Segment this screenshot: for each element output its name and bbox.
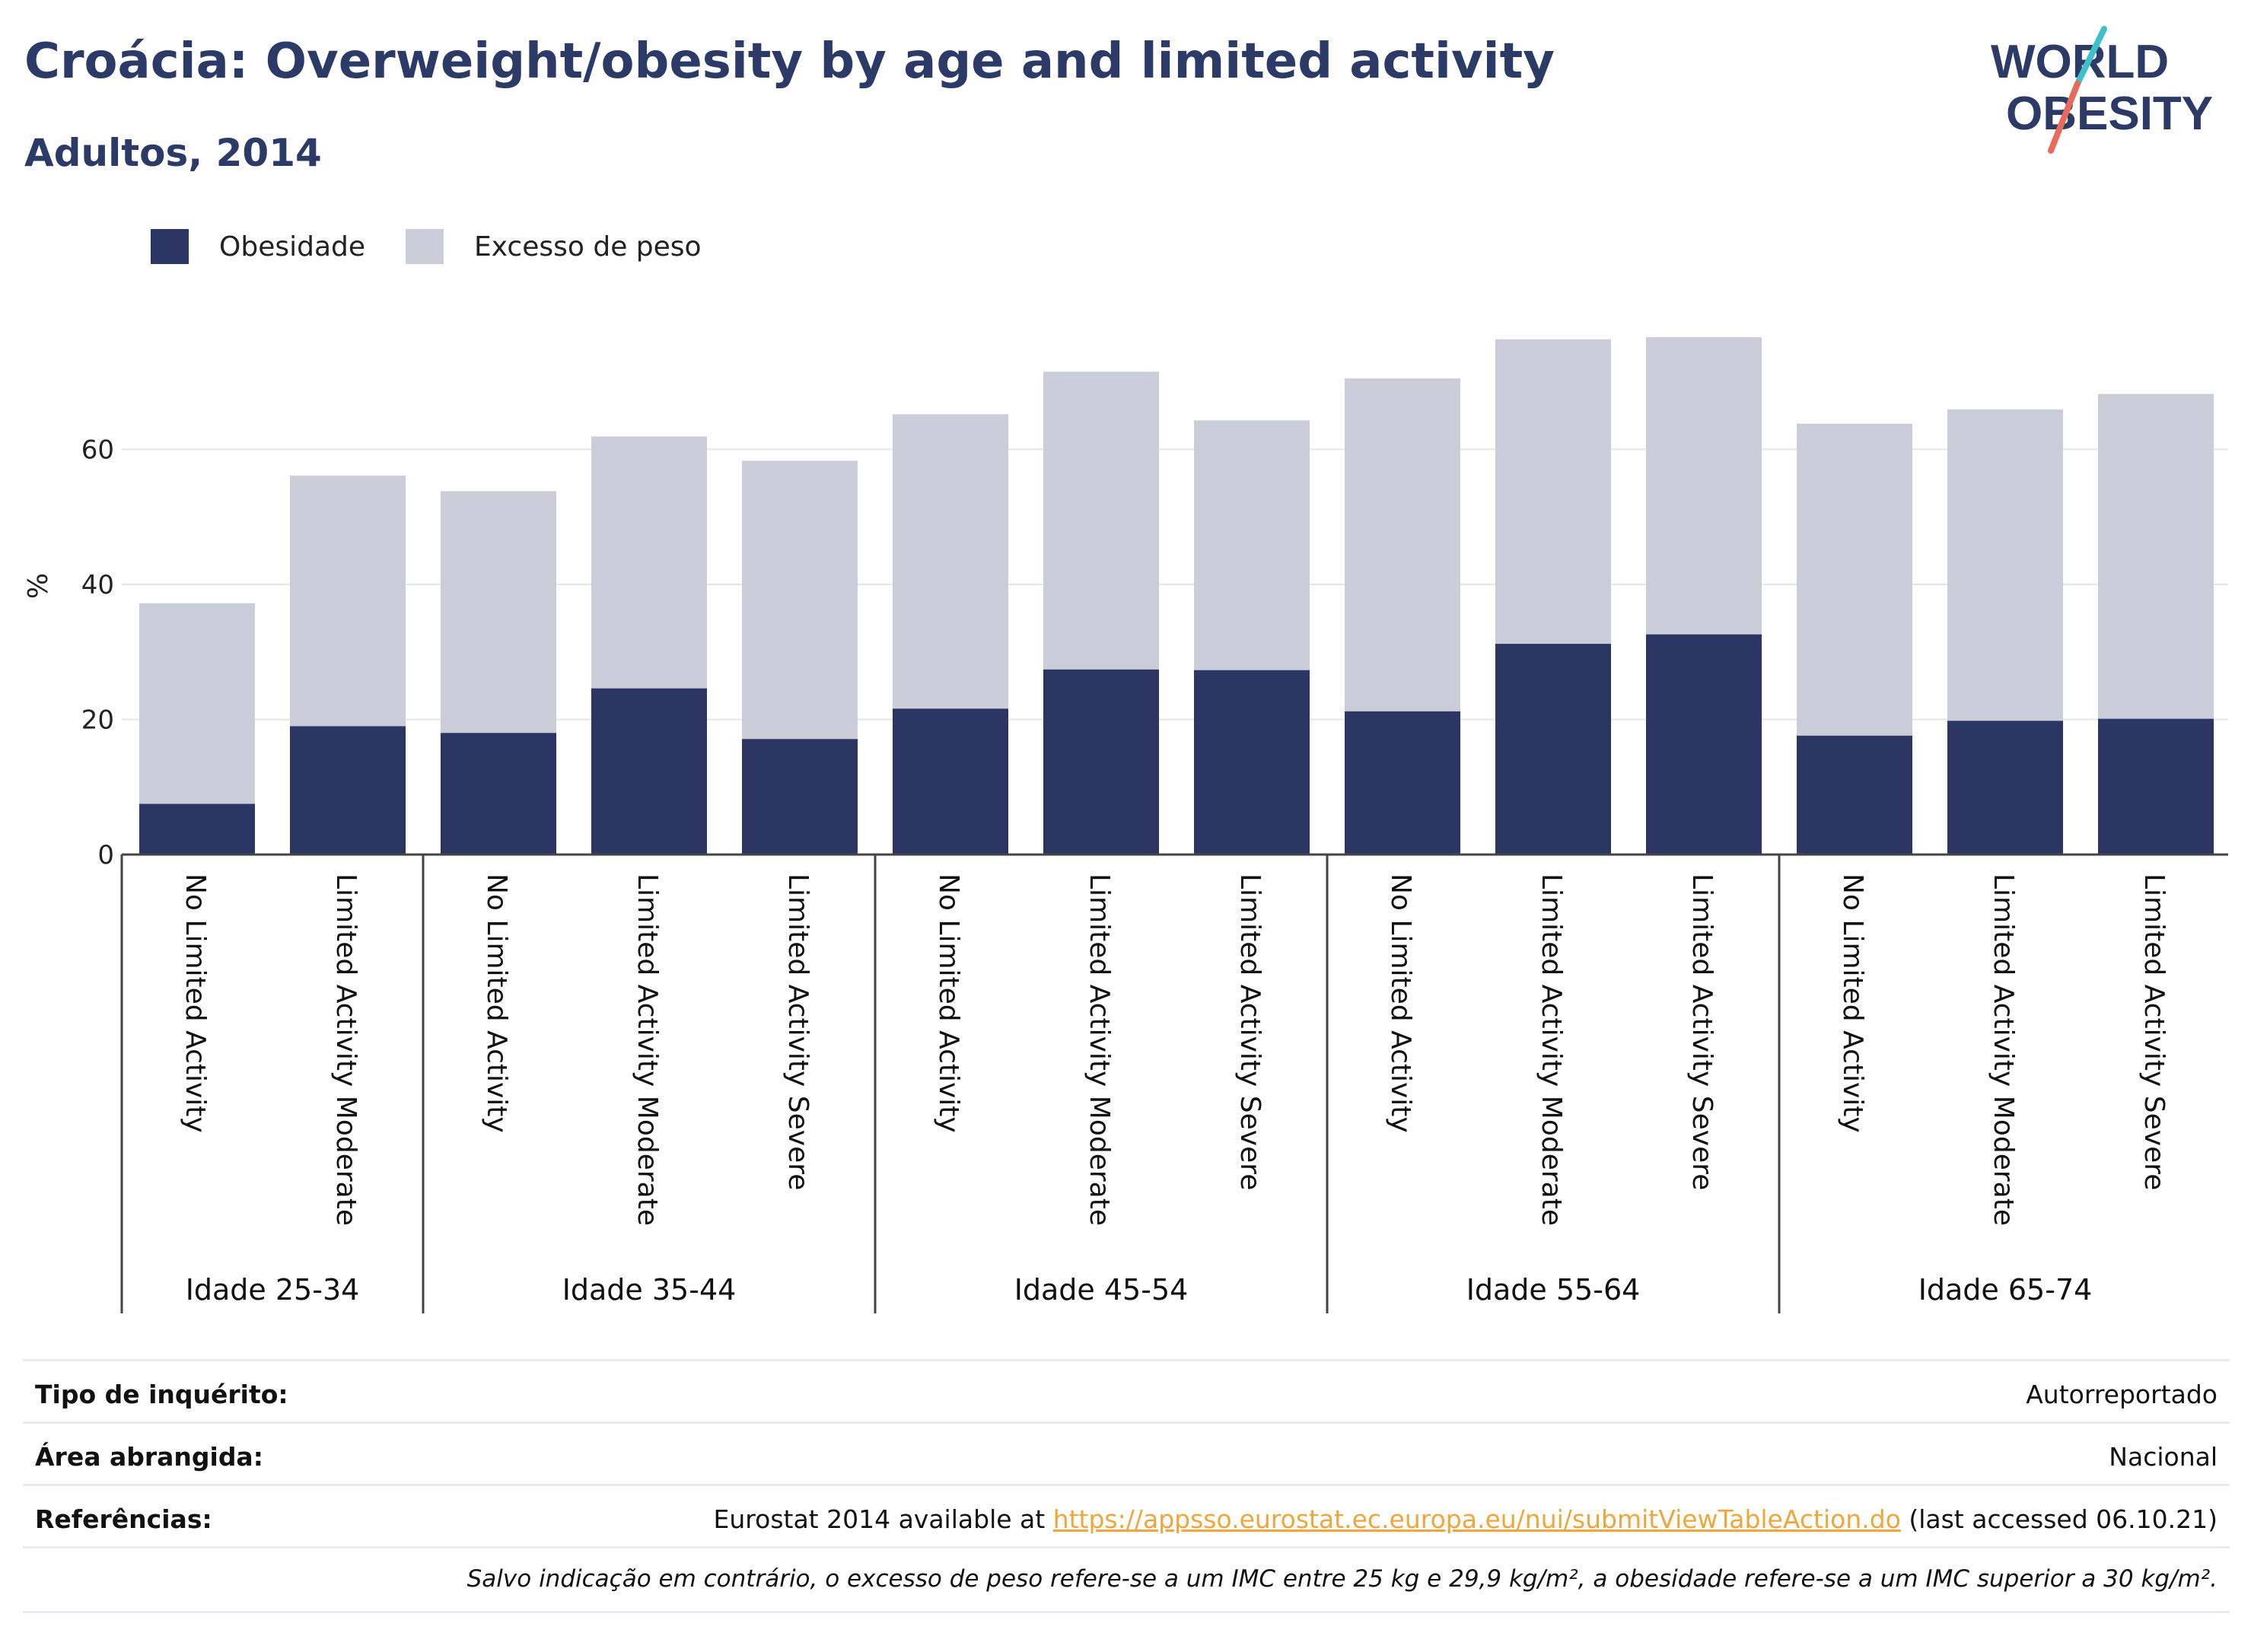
info-row-references: Referências: Eurostat 2014 available at … xyxy=(23,1484,2230,1549)
references-label: Referências: xyxy=(35,1504,212,1534)
bar-obesity xyxy=(441,733,556,855)
x-category-label: Limited Activity Moderate xyxy=(632,874,663,1226)
survey-type-label: Tipo de inquérito: xyxy=(35,1380,288,1409)
info-row-note: Salvo indicação em contrário, o excesso … xyxy=(23,1546,2230,1613)
x-category-label: No Limited Activity xyxy=(1837,874,1868,1133)
x-category-label: No Limited Activity xyxy=(481,874,512,1133)
x-category-label: Limited Activity Moderate xyxy=(1084,874,1115,1226)
page-subtitle: Adultos, 2014 xyxy=(24,131,322,175)
bar-obesity xyxy=(1043,669,1159,855)
legend-label-obesity: Obesidade xyxy=(219,231,366,263)
bar-obesity xyxy=(1345,711,1460,855)
info-row-area: Área abrangida: Nacional xyxy=(23,1421,2230,1486)
page-title: Croácia: Overweight/obesity by age and l… xyxy=(24,33,1555,90)
bar-obesity xyxy=(1194,670,1310,855)
x-category-label: No Limited Activity xyxy=(180,874,211,1133)
y-tick-label: 60 xyxy=(81,435,114,466)
y-tick-label: 20 xyxy=(81,705,114,736)
x-group-label: Idade 45-54 xyxy=(1014,1273,1189,1307)
x-category-label: Limited Activity Severe xyxy=(2138,874,2170,1190)
x-category-label: No Limited Activity xyxy=(1385,874,1416,1133)
legend-item-obesity[interactable]: Obesidade xyxy=(151,225,365,268)
bar-obesity xyxy=(893,708,1008,855)
bar-obesity xyxy=(2098,718,2214,855)
bar-obesity xyxy=(742,739,858,855)
x-category-label: Limited Activity Moderate xyxy=(330,874,361,1226)
bar-obesity xyxy=(1646,634,1762,855)
x-category-label: Limited Activity Severe xyxy=(1686,874,1718,1190)
references-value: Eurostat 2014 available at https://appss… xyxy=(714,1504,2218,1534)
x-group-label: Idade 25-34 xyxy=(186,1273,360,1307)
bar-obesity xyxy=(1495,644,1611,855)
x-category-label: No Limited Activity xyxy=(933,874,964,1133)
world-obesity-logo: WORLD OBESITY xyxy=(1991,26,2213,154)
references-suffix: (last accessed 06.10.21) xyxy=(1900,1504,2218,1534)
legend-swatch-overweight xyxy=(406,229,444,264)
references-prefix: Eurostat 2014 available at xyxy=(713,1504,1053,1534)
y-tick-label: 0 xyxy=(97,840,114,871)
bar-obesity xyxy=(591,688,707,855)
y-tick-label: 40 xyxy=(81,570,114,600)
logo-slash-teal xyxy=(2074,26,2107,87)
definition-note: Salvo indicação em contrário, o excesso … xyxy=(466,1565,2218,1593)
info-row-survey-type: Tipo de inquérito: Autorreportado xyxy=(23,1359,2230,1424)
x-group-label: Idade 55-64 xyxy=(1466,1273,1641,1307)
bar-chart: 0 20 40 60% No Limited Activity Limited Activ… xyxy=(23,337,2228,1313)
x-category-label: Limited Activity Moderate xyxy=(1536,874,1567,1226)
area-value: Nacional xyxy=(2109,1442,2218,1472)
legend-item-overweight[interactable]: Excesso de peso xyxy=(406,225,702,268)
bar-obesity xyxy=(290,726,406,855)
x-category-label: Limited Activity Severe xyxy=(782,874,813,1190)
area-label: Área abrangida: xyxy=(35,1442,263,1472)
x-category-label: Limited Activity Moderate xyxy=(1988,874,2019,1226)
bar-obesity xyxy=(1947,721,2063,855)
bar-obesity xyxy=(1797,735,1912,855)
logo-line-2: OBESITY xyxy=(2006,88,2213,140)
bar-obesity xyxy=(139,804,255,855)
y-axis-title: % xyxy=(23,573,54,599)
x-group-label: Idade 35-44 xyxy=(562,1273,737,1307)
survey-type-value: Autorreportado xyxy=(2026,1380,2218,1409)
x-category-label: Limited Activity Severe xyxy=(1234,874,1266,1190)
legend-swatch-obesity xyxy=(151,229,189,264)
legend-label-overweight: Excesso de peso xyxy=(474,231,702,263)
references-link[interactable]: https://appsso.eurostat.ec.europa.eu/nui… xyxy=(1052,1504,1901,1534)
logo-slash-coral xyxy=(2048,81,2081,154)
x-group-label: Idade 65-74 xyxy=(1918,1273,2093,1307)
